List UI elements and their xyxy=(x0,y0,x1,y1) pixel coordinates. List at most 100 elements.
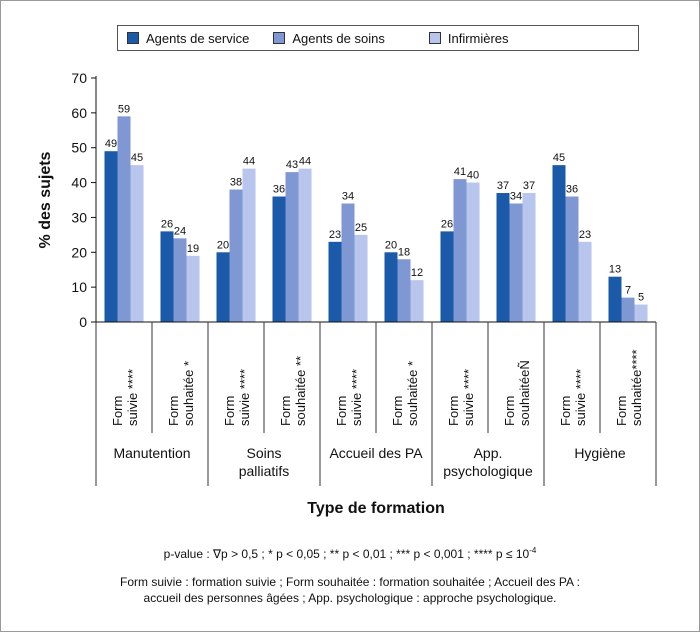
category-label: souhaitée**** xyxy=(629,349,644,426)
data-label: 38 xyxy=(230,177,242,189)
data-label: 36 xyxy=(273,184,285,196)
bar xyxy=(466,182,480,322)
y-tick-label: 50 xyxy=(71,140,87,156)
y-tick-label: 20 xyxy=(71,244,87,260)
abbrev-line-1: Form suivie : formation suivie ; Form so… xyxy=(120,575,580,589)
category-label: Form xyxy=(446,396,461,426)
category-label: souhaitée ** xyxy=(293,356,308,426)
data-label: 44 xyxy=(299,156,311,168)
bar xyxy=(578,241,592,322)
bar xyxy=(608,276,622,322)
bar xyxy=(384,252,398,322)
data-label: 45 xyxy=(553,152,565,164)
legend-label: Infirmières xyxy=(447,30,509,46)
legend-item-agents-de-soins: Agents de soins xyxy=(273,31,385,46)
bar xyxy=(509,203,523,322)
pvalue-text: p-value : ∇p > 0,5 ; * p < 0,05 ; ** p <… xyxy=(163,547,530,561)
bar xyxy=(285,172,299,322)
category-label: Form xyxy=(614,396,629,426)
category-label: suivie **** xyxy=(349,369,364,426)
data-label: 20 xyxy=(217,239,229,251)
y-tick-label: 30 xyxy=(71,209,87,225)
category-label: souhaitéeÑ xyxy=(517,360,532,426)
category-label: Form xyxy=(222,396,237,426)
chart-legend: Agents de service Agents de soins Infirm… xyxy=(117,25,639,51)
bar xyxy=(229,189,243,322)
bar xyxy=(104,151,118,322)
bar xyxy=(298,168,312,322)
data-label: 49 xyxy=(105,138,117,150)
y-tick-label: 70 xyxy=(71,70,87,86)
data-label: 23 xyxy=(329,229,341,241)
data-label: 45 xyxy=(131,152,143,164)
group-label: palliatifs xyxy=(239,463,290,479)
category-label: Form xyxy=(558,396,573,426)
bar xyxy=(328,241,342,322)
category-label: Form xyxy=(166,396,181,426)
group-label: psychologique xyxy=(443,463,533,479)
legend-item-agents-de-service: Agents de service xyxy=(127,31,249,46)
data-label: 18 xyxy=(398,246,410,258)
data-label: 20 xyxy=(385,239,397,251)
data-label: 34 xyxy=(510,190,522,202)
y-tick-label: 0 xyxy=(79,314,87,330)
pvalue-exponent: -4 xyxy=(529,546,537,555)
bar xyxy=(634,304,648,322)
data-label: 25 xyxy=(355,222,367,234)
bar xyxy=(440,231,454,322)
legend-item-infirmieres: Infirmières xyxy=(428,30,509,46)
category-label: suivie **** xyxy=(237,369,252,426)
data-label: 43 xyxy=(286,159,298,171)
bar xyxy=(117,116,131,322)
x-axis-title: Type de formation xyxy=(307,500,445,517)
bar xyxy=(354,234,368,322)
data-label: 7 xyxy=(625,285,631,297)
legend-swatch xyxy=(127,32,139,44)
group-label: Manutention xyxy=(113,445,190,461)
data-label: 26 xyxy=(441,218,453,230)
bar xyxy=(621,297,635,322)
data-label: 34 xyxy=(342,190,354,202)
data-label: 41 xyxy=(454,166,466,178)
category-label: Form xyxy=(390,396,405,426)
group-label: Soins xyxy=(246,445,281,461)
data-label: 12 xyxy=(411,267,423,279)
group-label: Hygiène xyxy=(574,445,626,461)
data-label: 37 xyxy=(497,180,509,192)
pvalue-note: p-value : ∇p > 0,5 ; * p < 0,05 ; ** p <… xyxy=(1,543,699,562)
category-label: Form xyxy=(334,396,349,426)
data-label: 24 xyxy=(174,225,186,237)
data-label: 5 xyxy=(638,292,644,304)
bar xyxy=(160,231,174,322)
bar xyxy=(410,280,424,322)
category-label: suivie **** xyxy=(573,369,588,426)
y-tick-label: 40 xyxy=(71,175,87,191)
data-label: 13 xyxy=(609,264,621,276)
group-label: App. xyxy=(474,445,503,461)
data-label: 26 xyxy=(161,218,173,230)
bar xyxy=(496,193,510,322)
y-axis-title: % des sujets xyxy=(37,151,54,248)
data-label: 37 xyxy=(523,180,535,192)
data-label: 59 xyxy=(118,103,130,115)
category-label: souhaitée * xyxy=(405,361,420,426)
legend-label: Agents de soins xyxy=(292,30,385,46)
legend-swatch xyxy=(428,32,441,44)
group-label: Accueil des PA xyxy=(329,445,423,461)
bar xyxy=(186,255,200,322)
bar xyxy=(453,179,467,322)
category-label: Form xyxy=(110,396,125,426)
bar xyxy=(565,196,579,322)
legend-label: Agents de service xyxy=(146,30,250,46)
bar xyxy=(397,259,411,322)
bar xyxy=(242,168,256,322)
data-label: 44 xyxy=(243,156,255,168)
bar xyxy=(552,165,566,322)
abbrev-line-2: accueil des personnes âgées ; App. psych… xyxy=(143,591,557,605)
y-tick-label: 10 xyxy=(71,279,87,295)
data-label: 36 xyxy=(566,184,578,196)
data-label: 19 xyxy=(187,243,199,255)
category-label: Form xyxy=(278,396,293,426)
